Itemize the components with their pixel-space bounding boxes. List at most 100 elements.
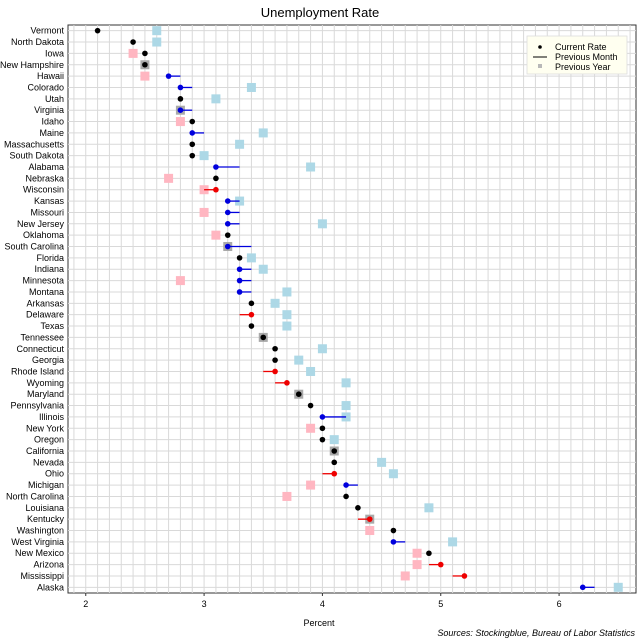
state-label: North Carolina	[6, 491, 64, 501]
state-label: Massachusetts	[4, 139, 65, 149]
state-label: Michigan	[28, 480, 64, 490]
current-rate-point	[390, 539, 397, 545]
current-rate-point	[224, 243, 231, 250]
legend-previous-year-marker	[538, 64, 542, 68]
state-label: West Virginia	[11, 537, 64, 547]
state-label: Arizona	[33, 560, 64, 570]
current-rate-point	[177, 107, 184, 113]
previous-year-marker	[341, 401, 351, 411]
previous-year-marker	[448, 537, 458, 547]
current-rate-point	[319, 425, 326, 432]
state-label: Wyoming	[27, 378, 64, 388]
legend-previous-year-label: Previous Year	[555, 62, 611, 72]
x-axis-ticks: 2 3 4 5 6	[83, 593, 562, 609]
current-rate-point	[142, 61, 148, 68]
current-rate-point	[248, 311, 255, 318]
legend-previous-month-label: Previous Month	[555, 52, 618, 62]
current-rate-point	[579, 584, 586, 591]
current-rate-point	[272, 357, 278, 363]
previous-year-marker	[258, 264, 268, 274]
state-label: California	[26, 446, 64, 456]
state-label: Louisiana	[25, 503, 64, 513]
previous-year-marker	[341, 378, 351, 388]
current-rate-point	[236, 255, 243, 261]
legend: Current Rate Previous Month Previous Yea…	[526, 35, 628, 75]
state-label: Indiana	[34, 264, 64, 274]
current-rate-point	[248, 300, 255, 307]
current-rate-point	[213, 186, 219, 193]
current-rate-point	[236, 277, 243, 284]
previous-year-marker	[282, 287, 292, 297]
current-rate-point	[260, 334, 267, 341]
state-label: Delaware	[26, 310, 64, 320]
current-rate-point	[355, 505, 361, 511]
previous-year-marker	[424, 503, 434, 513]
x-tick-label: 3	[202, 599, 207, 609]
state-label: Texas	[40, 321, 64, 331]
x-tick-label: 4	[320, 599, 325, 609]
state-label: Washington	[17, 526, 64, 536]
current-rate-point	[284, 380, 290, 386]
state-label: Idaho	[41, 117, 64, 127]
current-rate-point	[236, 266, 243, 273]
state-label: Pennsylvania	[10, 401, 64, 411]
current-rate-point	[224, 221, 231, 227]
previous-year-marker	[164, 173, 174, 183]
previous-year-marker	[282, 491, 292, 501]
state-label: New Jersey	[17, 219, 65, 229]
previous-year-marker	[306, 480, 316, 490]
state-label: Nevada	[33, 457, 64, 467]
state-label: Maine	[39, 128, 64, 138]
current-rate-point	[189, 130, 196, 136]
previous-year-marker	[152, 37, 162, 47]
current-rate-point	[189, 118, 196, 125]
current-rate-point	[343, 482, 349, 488]
state-label: Minnesota	[22, 276, 64, 286]
state-label: Utah	[45, 94, 64, 104]
current-rate-point	[461, 573, 468, 579]
x-axis-label: Percent	[303, 618, 335, 628]
current-rate-point	[343, 493, 349, 500]
current-rate-point	[331, 459, 338, 466]
previous-year-marker	[211, 230, 221, 240]
current-rate-point	[390, 527, 397, 534]
previous-year-marker	[175, 276, 185, 286]
previous-year-marker	[306, 162, 316, 172]
state-label: Alabama	[28, 162, 64, 172]
previous-year-marker	[412, 560, 422, 570]
current-rate-point	[224, 232, 231, 238]
current-rate-point	[165, 73, 172, 79]
previous-year-marker	[175, 117, 185, 127]
current-rate-point	[189, 141, 196, 148]
state-label: Connecticut	[16, 344, 64, 354]
state-label: New Mexico	[15, 548, 64, 558]
previous-year-marker	[140, 71, 150, 81]
current-rate-point	[272, 345, 278, 352]
previous-year-marker	[317, 219, 327, 229]
current-rate-point	[272, 368, 278, 375]
current-rate-point	[331, 448, 338, 454]
current-rate-point	[177, 96, 184, 102]
state-label: Missouri	[30, 207, 64, 217]
source-note: Sources: Stockingblue, Bureau of Labor S…	[437, 628, 635, 638]
current-rate-point	[307, 402, 314, 409]
state-label: Colorado	[27, 82, 64, 92]
current-rate-point	[319, 414, 326, 420]
current-rate-point	[236, 289, 243, 295]
previous-year-marker	[282, 321, 292, 331]
state-label: Illinois	[39, 412, 65, 422]
state-label: Maryland	[27, 389, 64, 399]
state-label: North Dakota	[11, 37, 64, 47]
data-marks	[94, 26, 623, 592]
previous-year-marker	[128, 48, 138, 58]
chart-title: Unemployment Rate	[261, 5, 380, 20]
state-label: New York	[26, 423, 65, 433]
current-rate-point	[177, 84, 184, 91]
state-label: Wisconsin	[23, 185, 64, 195]
current-rate-point	[94, 27, 101, 34]
state-label: Oklahoma	[23, 230, 64, 240]
current-rate-point	[437, 561, 444, 568]
previous-year-marker	[613, 582, 623, 592]
state-label: Mississippi	[20, 571, 64, 581]
current-rate-point	[366, 516, 373, 522]
